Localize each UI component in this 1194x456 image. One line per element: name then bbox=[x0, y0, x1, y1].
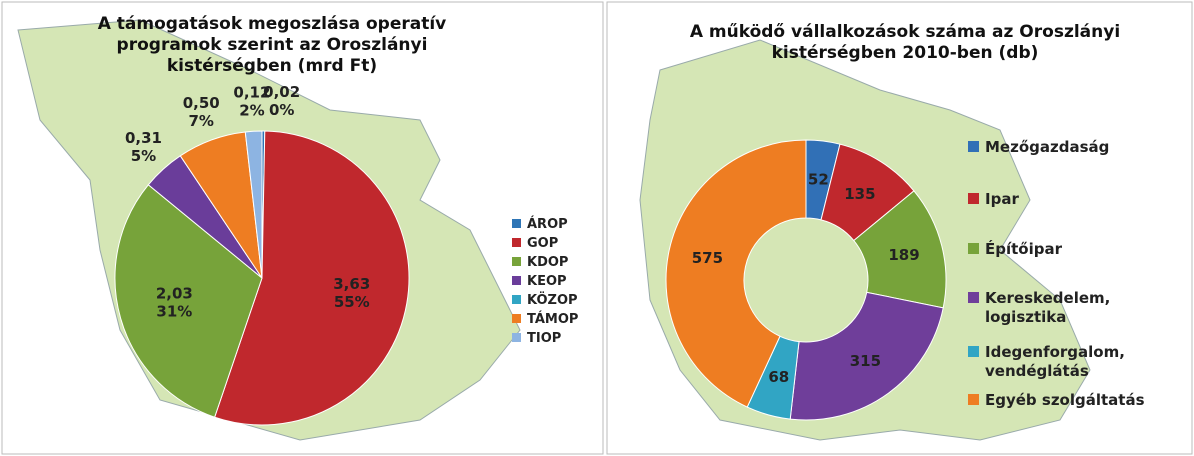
legend-swatch bbox=[968, 394, 979, 405]
data-label: 0% bbox=[269, 101, 294, 119]
data-label: 7% bbox=[188, 112, 213, 130]
legend-swatch bbox=[968, 243, 979, 254]
data-label: 0,31 bbox=[125, 129, 162, 147]
legend-item: ÁROP bbox=[512, 216, 602, 233]
data-label: 0,02 bbox=[263, 83, 300, 101]
pie-slice bbox=[244, 130, 263, 279]
chart-title: A működő vállalkozások száma az Oroszlán… bbox=[689, 22, 1121, 63]
data-label: 52 bbox=[808, 170, 829, 188]
legend-item: KDOP bbox=[512, 254, 602, 271]
data-label: 5% bbox=[131, 147, 156, 165]
data-label: 55% bbox=[334, 293, 370, 311]
data-label: 575 bbox=[692, 249, 723, 267]
legend-item: Építőipar bbox=[968, 240, 1183, 259]
legend-item: GOP bbox=[512, 235, 602, 252]
legend-swatch bbox=[512, 314, 521, 323]
legend-label: KDOP bbox=[527, 255, 569, 270]
legend-swatch bbox=[512, 333, 521, 342]
legend-label: ÁROP bbox=[527, 217, 568, 232]
data-label: 2,03 bbox=[156, 285, 193, 303]
data-label: 31% bbox=[156, 303, 192, 321]
data-label: 2% bbox=[239, 101, 264, 119]
legend-label: Mezőgazdaság bbox=[985, 138, 1110, 156]
data-label: 68 bbox=[768, 368, 789, 386]
data-label: 189 bbox=[888, 246, 919, 264]
legend-item: Kereskedelem, logisztika bbox=[968, 289, 1183, 327]
legend-swatch bbox=[512, 276, 521, 285]
legend-swatch bbox=[968, 346, 979, 357]
legend-item: Idegenforgalom, vendéglátás bbox=[968, 343, 1183, 381]
legend-item: Mezőgazdaság bbox=[968, 138, 1183, 157]
legend-label: TÁMOP bbox=[527, 312, 579, 327]
data-label: 0,12 bbox=[233, 83, 270, 101]
data-label: 0,50 bbox=[183, 94, 220, 112]
legend-label: Építőipar bbox=[985, 240, 1062, 258]
donut-slice bbox=[789, 291, 944, 421]
legend-item: KÖZOP bbox=[512, 292, 602, 309]
legend-swatch bbox=[968, 141, 979, 152]
legend-swatch bbox=[512, 295, 521, 304]
pie-slice bbox=[114, 184, 263, 418]
legend-label: Idegenforgalom, vendéglátás bbox=[985, 343, 1125, 380]
data-label: 315 bbox=[850, 352, 881, 370]
legend-item: TIOP bbox=[512, 330, 602, 347]
legend-swatch bbox=[512, 238, 521, 247]
legend-label: Kereskedelem, logisztika bbox=[985, 289, 1111, 326]
legend-swatch bbox=[968, 292, 979, 303]
legend-item: Ipar bbox=[968, 190, 1183, 209]
legend-swatch bbox=[968, 193, 979, 204]
legend-label: TIOP bbox=[527, 331, 562, 346]
donut-slice bbox=[665, 139, 807, 408]
legend-label: KEOP bbox=[527, 274, 567, 289]
legend-label: GOP bbox=[527, 236, 559, 251]
legend-swatch bbox=[512, 257, 521, 266]
pie-slice bbox=[214, 130, 410, 426]
chart-title: A támogatások megoszlása operatív progra… bbox=[97, 14, 447, 76]
data-label: 3,63 bbox=[333, 275, 370, 293]
legend-label: Ipar bbox=[985, 190, 1019, 208]
legend-label: KÖZOP bbox=[527, 293, 578, 308]
data-label: 135 bbox=[844, 185, 875, 203]
legend-item: Egyéb szolgáltatás bbox=[968, 391, 1183, 410]
legend-swatch bbox=[512, 219, 521, 228]
legend-item: TÁMOP bbox=[512, 311, 602, 328]
legend-label: Egyéb szolgáltatás bbox=[985, 391, 1145, 409]
legend-item: KEOP bbox=[512, 273, 602, 290]
